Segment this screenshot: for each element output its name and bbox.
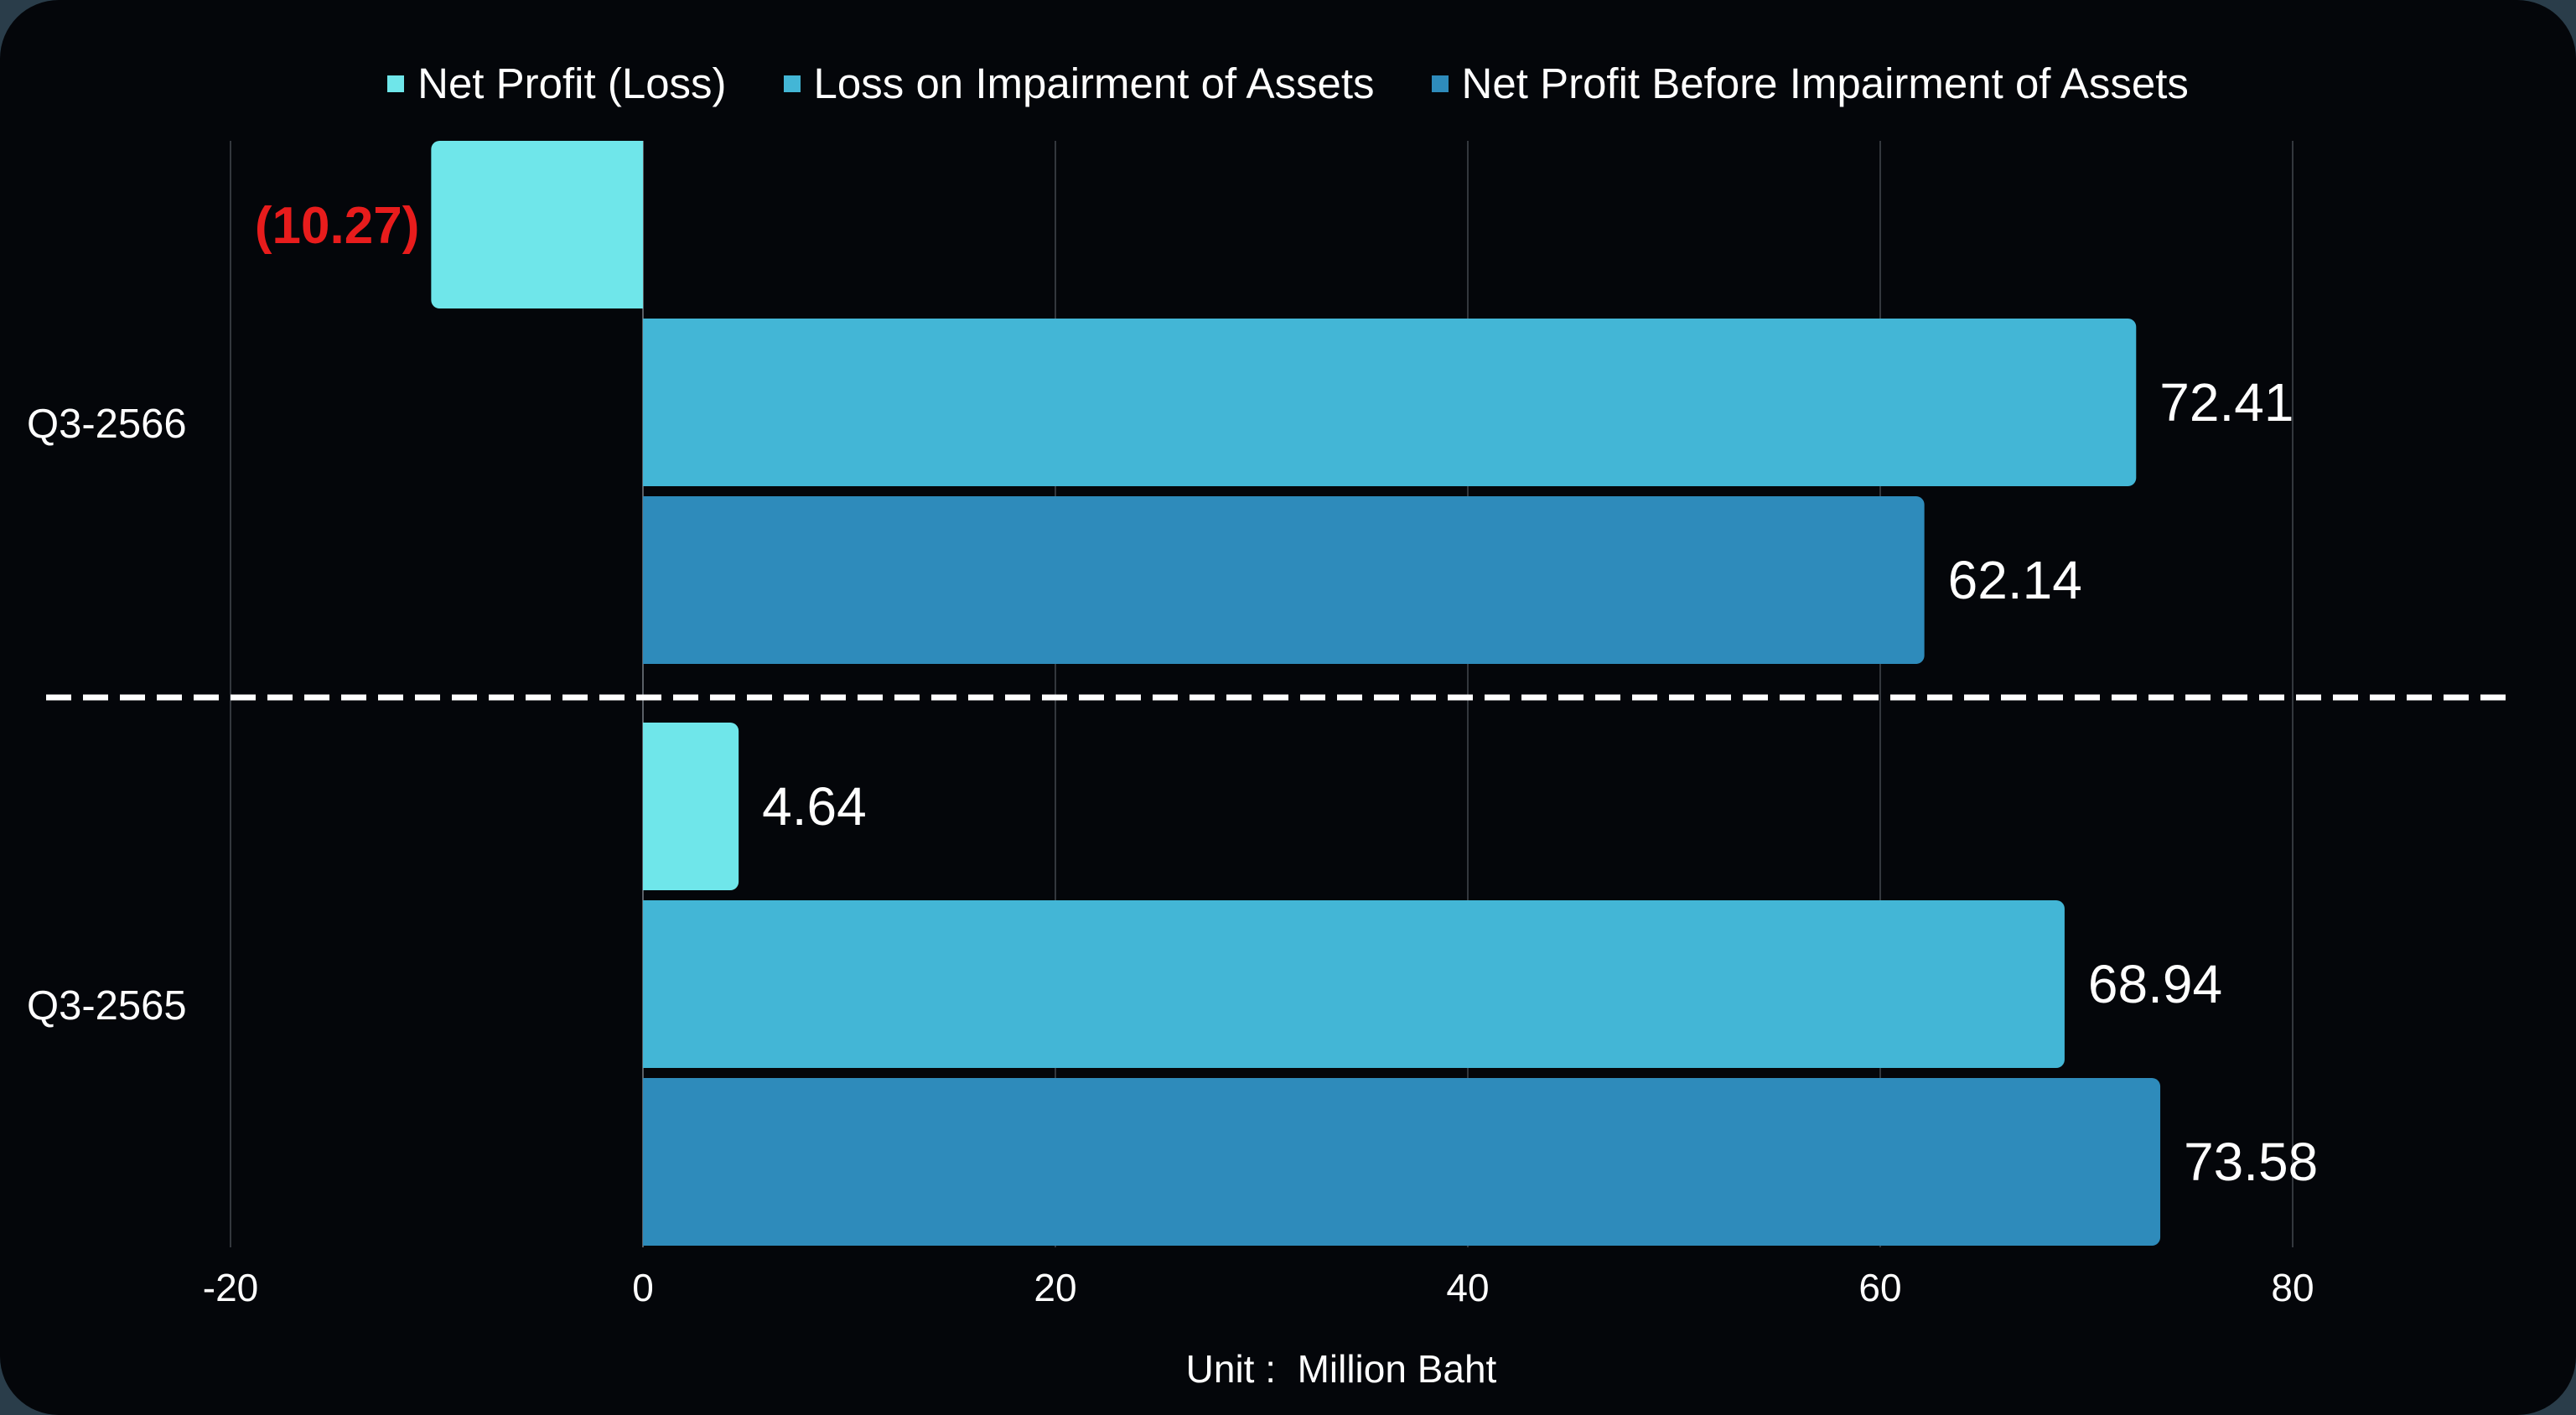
bar-axis-edge-1-1 — [643, 900, 655, 1068]
data-label-2-1: 73.58 — [2184, 1132, 2318, 1192]
legend-swatch-1 — [783, 75, 801, 92]
bar-axis-edge-2-0 — [643, 496, 655, 664]
legend-item-1: Loss on Impairment of Assets — [783, 59, 1375, 108]
x-tick-label-1: 0 — [632, 1266, 654, 1309]
x-tick-label-2: 20 — [1034, 1266, 1076, 1309]
x-tick-label-3: 40 — [1446, 1266, 1489, 1309]
legend-swatch-2 — [1431, 75, 1449, 92]
bar-axis-edge-0-0 — [631, 141, 643, 308]
bar-axis-edge-1-0 — [643, 319, 655, 486]
x-tick-label-5: 80 — [2271, 1266, 2314, 1309]
legend-item-0: Net Profit (Loss) — [387, 59, 727, 108]
data-label-2-0: 62.14 — [1948, 550, 2082, 610]
x-axis-label-text: Unit : Million Baht — [1185, 1347, 1497, 1391]
legend-label-1: Loss on Impairment of Assets — [813, 60, 1375, 107]
chart-legend: Net Profit (Loss) Loss on Impairment of A… — [0, 59, 2576, 108]
data-label-0-0: (10.27) — [255, 197, 419, 255]
bar-0-0 — [431, 141, 643, 308]
bar-axis-edge-0-1 — [643, 723, 655, 890]
legend-label-2: Net Profit Before Impairment of Assets — [1461, 60, 2189, 107]
bar-2-1 — [643, 1078, 2161, 1246]
bar-2-0 — [643, 496, 1925, 664]
legend-item-2: Net Profit Before Impairment of Assets — [1431, 59, 2189, 108]
data-label-0-1: 4.64 — [762, 776, 867, 837]
category-label-1: Q3-2565 — [27, 983, 187, 1029]
legend-swatch-0 — [387, 75, 405, 92]
data-label-1-1: 68.94 — [2088, 954, 2222, 1014]
x-axis-label: Unit : Million Baht — [0, 1346, 2576, 1392]
x-tick-label-4: 60 — [1858, 1266, 1901, 1309]
category-label-0: Q3-2566 — [27, 402, 187, 447]
x-tick-label-0: -20 — [203, 1266, 258, 1309]
bar-1-0 — [643, 319, 2137, 486]
bar-1-1 — [643, 900, 2065, 1068]
legend-label-0: Net Profit (Loss) — [417, 60, 727, 107]
bar-axis-edge-2-1 — [643, 1078, 655, 1246]
data-label-1-0: 72.41 — [2159, 372, 2294, 433]
bar-0-1 — [643, 723, 739, 890]
